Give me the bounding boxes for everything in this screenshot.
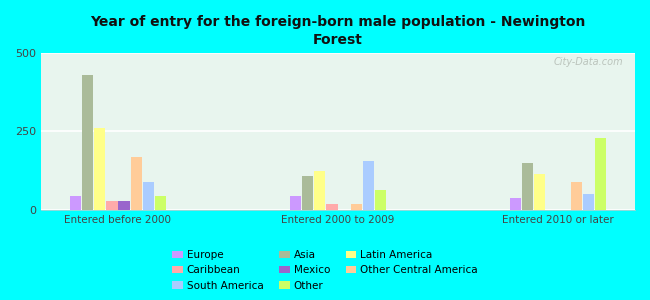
Bar xyxy=(350,204,361,210)
Bar xyxy=(70,196,81,210)
Bar xyxy=(375,190,386,210)
Bar xyxy=(82,75,94,210)
Bar xyxy=(522,163,533,210)
Bar xyxy=(510,197,521,210)
Bar xyxy=(534,174,545,210)
Bar xyxy=(326,204,337,210)
Bar xyxy=(94,128,105,210)
Text: City-Data.com: City-Data.com xyxy=(554,58,623,68)
Bar xyxy=(155,196,166,210)
Bar xyxy=(315,171,326,210)
Bar xyxy=(582,194,594,210)
Legend: Europe, Caribbean, South America, Asia, Mexico, Other, Latin America, Other Cent: Europe, Caribbean, South America, Asia, … xyxy=(168,246,482,295)
Bar xyxy=(131,157,142,210)
Bar xyxy=(118,201,129,210)
Bar xyxy=(571,182,582,210)
Bar xyxy=(107,201,118,210)
Bar xyxy=(363,161,374,210)
Bar xyxy=(595,138,606,210)
Title: Year of entry for the foreign-born male population - Newington
Forest: Year of entry for the foreign-born male … xyxy=(90,15,586,47)
Bar xyxy=(302,176,313,210)
Bar xyxy=(290,196,301,210)
Bar xyxy=(142,182,154,210)
